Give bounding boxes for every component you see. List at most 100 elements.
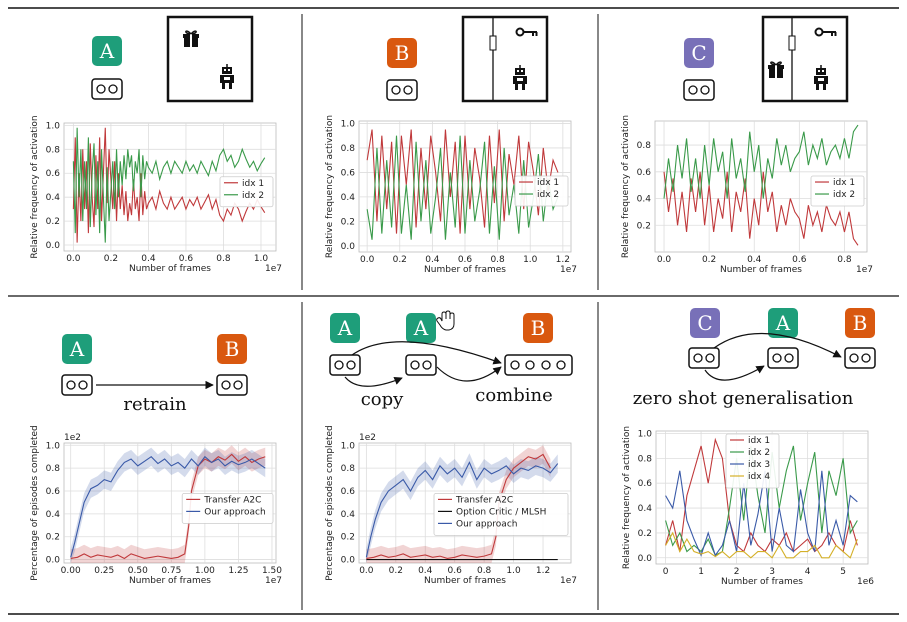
y-tick-label: 1.0 [341, 119, 356, 129]
badge-c-bottom: C [690, 308, 720, 338]
x-tick-label: 0.2 [702, 255, 716, 265]
y-tick-label: 0.0 [46, 241, 61, 251]
legend-label: idx 2 [748, 448, 770, 458]
series-line-2 [72, 127, 266, 243]
y-tick-label: 0.2 [341, 217, 355, 227]
legend: idx 1 idx 2 idx 3 idx 4 [725, 433, 780, 489]
y-tick-label: 0.4 [46, 193, 61, 203]
x-tick-label: 4 [805, 567, 811, 577]
memory-slots-bottom-1a [61, 374, 93, 396]
zero-shot-arrow-2 [713, 332, 842, 358]
legend-label: Transfer A2C [455, 495, 513, 505]
y-tick-label: 0.8 [46, 145, 61, 155]
y-tick-label: 0.8 [638, 454, 653, 464]
y-tick-label: 0.8 [341, 464, 356, 474]
y-tick-label: 0.8 [637, 141, 652, 151]
y-tick-label: 0.4 [46, 510, 61, 520]
y-tick-label: 0.0 [341, 556, 356, 566]
y-multiplier: 1e2 [359, 433, 376, 443]
confidence-band-3 [366, 453, 558, 563]
x-tick-label: 0.8 [837, 255, 852, 265]
svg-text:A: A [99, 39, 115, 63]
x-tick-label: 1.2 [556, 255, 570, 265]
x-tick-label: 0.50 [128, 566, 148, 576]
y-tick-label: 0.2 [638, 529, 652, 539]
svg-text:B: B [531, 316, 546, 340]
svg-text:A: A [337, 316, 353, 340]
legend-label: idx 1 [748, 436, 770, 446]
legend-label: idx 2 [242, 191, 264, 201]
x-axis-label: Number of frames [720, 265, 802, 275]
x-tick-label: 1.0 [523, 255, 538, 265]
y-tick-label: 0.4 [341, 193, 356, 203]
series-line-4 [665, 531, 858, 559]
legend-label: idx 1 [242, 179, 264, 189]
x-tick-label: 5 [840, 567, 846, 577]
chart-top-c: 0.0 0.2 0.4 0.6 0.8 0.2 0.4 0.6 0.8 Number of fra… [621, 115, 873, 275]
door-icon [788, 35, 796, 51]
y-tick-label: 0.6 [341, 487, 356, 497]
x-axis-label: Number of frames [424, 576, 506, 586]
x-axis-label: Number of frames [721, 577, 803, 587]
series-line-3 [665, 470, 858, 557]
x-tick-label: 0.0 [657, 255, 672, 265]
legend-box [433, 492, 569, 536]
caption-zero-shot: zero shot generalisation [633, 388, 854, 409]
badge-b-bottom-2: B [523, 313, 553, 343]
x-axis-label: Number of frames [424, 265, 506, 275]
x-tick-label: 0.8 [216, 254, 231, 264]
memory-slots-c [683, 79, 715, 101]
memory-slots-bottom-2a [329, 354, 361, 376]
y-tick-label: 0.6 [46, 169, 61, 179]
x-tick-label: 0.0 [359, 566, 374, 576]
y-tick-label: 0.0 [46, 556, 61, 566]
y-tick-label: 0.0 [341, 242, 356, 252]
x-multiplier: 1e7 [265, 576, 282, 586]
legend-label: idx 4 [748, 472, 770, 482]
legend-label: idx 1 [537, 178, 559, 188]
x-tick-label: 1 [698, 567, 704, 577]
chart-bottom-a: 0.00 0.25 0.50 0.75 1.00 1.25 1.50 0.0 0.2 0.4 0.6… [30, 425, 282, 586]
x-multiplier: 1e7 [560, 576, 577, 586]
x-multiplier: 1e7 [856, 265, 873, 275]
y-tick-label: 0.8 [46, 464, 61, 474]
x-tick-label: 0.25 [94, 566, 114, 576]
caption-combine: combine [475, 385, 553, 406]
confidence-band-2 [70, 447, 266, 563]
series-line-1 [366, 453, 551, 559]
badge-b-top: B [387, 38, 417, 68]
x-tick-label: 0.2 [389, 566, 403, 576]
y-tick-label: 0.2 [46, 217, 60, 227]
door-icon [489, 35, 497, 51]
room-a [166, 15, 254, 103]
y-axis-label: Relative frequency of activation [325, 115, 335, 258]
legend-label: Transfer A2C [203, 495, 261, 505]
x-tick-label: 0.75 [161, 566, 181, 576]
badge-b-bottom-3: B [845, 308, 875, 338]
y-tick-label: 0.4 [341, 510, 356, 520]
legend-label: Our approach [456, 519, 517, 529]
chart-top-a: 0.0 0.2 0.4 0.6 0.8 1.0 0.0 0.2 0.4 0.6 0.8 1.0 Numb… [30, 115, 282, 274]
legend-box [514, 175, 569, 207]
series-line-1 [663, 171, 859, 246]
zero-shot-arrow-1 [704, 365, 765, 381]
series-line-1 [70, 453, 266, 560]
legend-label: idx 1 [833, 178, 855, 188]
legend-box [219, 176, 274, 208]
legend: idx 1 idx 2 [514, 175, 569, 207]
room-b [461, 15, 549, 103]
y-tick-label: 0.6 [46, 487, 61, 497]
chart-bottom-c: 0 1 2 3 4 5 0.0 0.2 0.4 0.6 0.8 1.0 Number of frames… [622, 426, 874, 587]
svg-text:B: B [853, 311, 868, 335]
legend: Transfer A2C Our approach [181, 492, 274, 524]
x-tick-label: 0.8 [490, 255, 505, 265]
combine-arrow-2 [436, 366, 502, 382]
legend-box [725, 433, 780, 489]
series-line-2 [70, 455, 266, 558]
x-tick-label: 0.4 [418, 566, 433, 576]
y-tick-label: 1.0 [46, 441, 61, 451]
x-tick-label: 0.0 [360, 255, 375, 265]
x-tick-label: 0.00 [61, 566, 81, 576]
memory-slots-a [91, 78, 123, 100]
